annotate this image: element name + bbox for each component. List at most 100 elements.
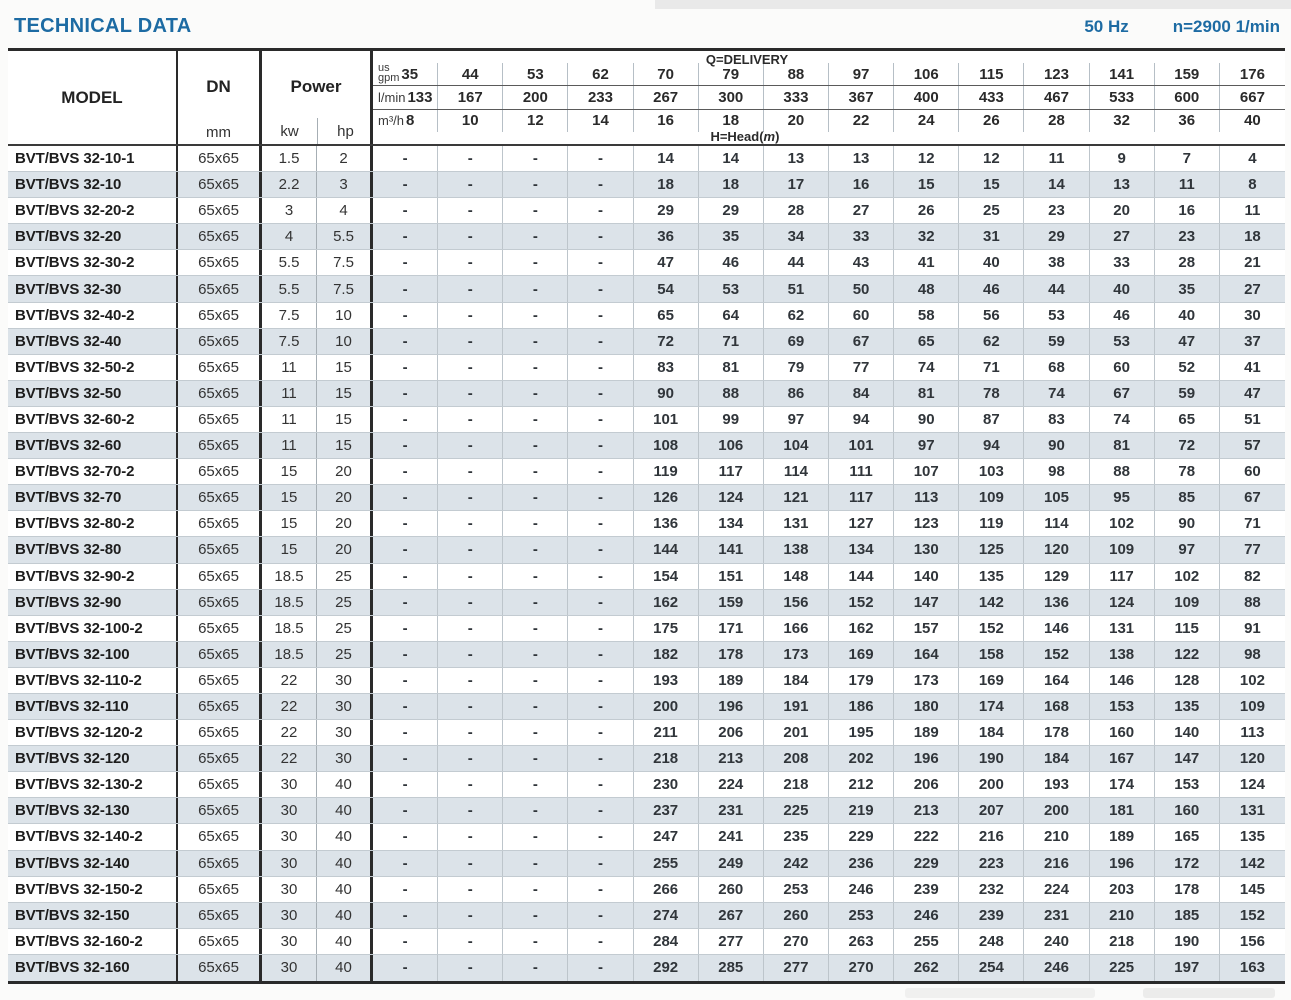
head-value-cell: 14 — [699, 146, 764, 172]
dn-cell: 65x65 — [178, 380, 262, 406]
head-value-cell: - — [503, 224, 569, 250]
dn-cell: 65x65 — [178, 459, 262, 485]
dn-cell: 65x65 — [178, 772, 262, 798]
delivery-header-value: 36 — [1155, 109, 1220, 132]
head-value-cell: - — [503, 146, 569, 172]
kw-cell: 22 — [262, 746, 317, 772]
head-value-cell: 180 — [894, 693, 960, 720]
head-value-cell: 141 — [699, 537, 764, 563]
head-value-cell: 20 — [1090, 198, 1155, 224]
table-row: BVT/BVS 32-10-1 65x65 1.5 2 - - - -14 14 13 13… — [8, 146, 1285, 173]
head-value-cell: - — [373, 589, 439, 615]
head-value-cell: - — [568, 406, 634, 433]
frequency-label: 50 Hz — [1084, 17, 1129, 36]
table-row: BVT/BVS 32-30 65x65 5.5 7.5 - - - -54 53 51 50… — [8, 276, 1285, 303]
head-value-cell: 29 — [634, 198, 699, 224]
m3h-unit-label: m³/h — [378, 113, 404, 129]
head-value-cell: 140 — [1155, 720, 1220, 746]
kw-unit-label: kw — [280, 122, 299, 140]
head-value-cell: 98 — [1024, 459, 1090, 485]
head-value-cell: 160 — [1090, 720, 1155, 746]
head-value-cell: 65 — [634, 302, 699, 328]
head-value-cell: - — [503, 511, 569, 537]
head-value-cell: 113 — [1240, 724, 1265, 742]
hp-cell: 40 — [317, 824, 373, 850]
head-value-cell: - — [438, 198, 504, 224]
us-text: us — [378, 62, 390, 75]
kw-cell: 22 — [262, 720, 317, 746]
head-value-cell: - — [568, 641, 634, 667]
head-value-cell: 262 — [894, 954, 960, 981]
head-value-cell: 169 — [829, 641, 895, 667]
head-value-cell: 210 — [1090, 902, 1155, 928]
head-value-cell: 34 — [764, 224, 829, 250]
head-value-cell: 171 — [699, 615, 764, 641]
head-value-cell: - — [503, 615, 569, 641]
head-value-cell: 29 — [1024, 224, 1090, 250]
head-value-cell: 145 — [1239, 880, 1265, 898]
head-value-cell: 138 — [764, 537, 829, 563]
head-value-cell: 126 — [634, 485, 699, 511]
head-value-cell: 152 — [959, 615, 1025, 641]
kw-cell: 18.5 — [262, 615, 317, 641]
head-value-cell: - — [568, 459, 634, 485]
head-value-cell: 122 — [1155, 641, 1220, 667]
head-value-cell: - — [373, 433, 439, 459]
head-value-cell: 117 — [699, 459, 764, 485]
head-value-cell: 36 — [634, 224, 699, 250]
kw-cell: 4 — [262, 224, 317, 250]
head-value-cell: - — [438, 459, 504, 485]
head-value-cell: - — [503, 641, 569, 667]
head-value-cell: 52 — [1155, 354, 1220, 380]
kw-cell: 11 — [262, 380, 317, 406]
head-value-cell: 235 — [764, 824, 829, 850]
head-value-cell: 51 — [764, 276, 829, 302]
model-cell: BVT/BVS 32-10-1 — [8, 146, 178, 172]
model-cell: BVT/BVS 32-150 — [8, 902, 178, 928]
head-value-cell: 102 — [1239, 671, 1265, 689]
kw-cell: 30 — [262, 902, 317, 928]
hp-cell: 40 — [317, 772, 373, 798]
speed-label: n=2900 1/min — [1172, 17, 1280, 36]
dn-cell: 65x65 — [178, 276, 262, 302]
kw-cell: 30 — [262, 954, 317, 981]
head-value-cell: 58 — [894, 302, 960, 328]
model-cell: BVT/BVS 32-90 — [8, 589, 178, 615]
head-value-cell: - — [373, 485, 439, 511]
head-value-cell: 134 — [829, 537, 895, 563]
head-value-cell: - — [503, 302, 569, 328]
head-value-cell: 117 — [1090, 563, 1155, 589]
head-value-cell: - — [373, 928, 439, 954]
kw-cell: 1.5 — [262, 146, 317, 172]
model-cell: BVT/BVS 32-100-2 — [8, 615, 178, 641]
delivery-header-value: 106 — [894, 63, 960, 86]
hp-cell: 3 — [317, 172, 373, 198]
head-value-cell: 182 — [634, 641, 699, 667]
head-value-cell: - — [438, 328, 504, 354]
kw-cell: 30 — [262, 824, 317, 850]
head-value-cell: 57 — [1244, 437, 1261, 455]
head-value-cell: 27 — [1090, 224, 1155, 250]
table-row: BVT/BVS 32-140 65x65 30 40 - - - -255 249 242… — [8, 850, 1285, 877]
head-value-cell: - — [438, 641, 504, 667]
table-row: BVT/BVS 32-80 65x65 15 20 - - - -144 141 138 1… — [8, 537, 1285, 564]
head-value-cell: 178 — [1024, 720, 1090, 746]
head-value-cell: 213 — [699, 746, 764, 772]
head-value-cell: 74 — [894, 354, 960, 380]
head-value-cell: - — [373, 746, 439, 772]
head-title: H=Head(m) — [710, 129, 779, 144]
head-value-cell: 90 — [634, 380, 699, 406]
technical-data-table: MODEL DN mm Power kw hp Q=DELIVERY us gp… — [8, 48, 1285, 984]
head-value-cell: 246 — [894, 902, 960, 928]
head-value-cell: - — [438, 798, 504, 824]
head-value-cell: 167 — [1090, 746, 1155, 772]
head-value-cell: 138 — [1090, 641, 1155, 667]
head-value-cell: 44 — [1024, 276, 1090, 302]
head-value-cell: - — [568, 250, 634, 276]
model-cell: BVT/BVS 32-130 — [8, 798, 178, 824]
delivery-title: Q=DELIVERY — [705, 52, 789, 67]
head-value-cell: 219 — [829, 798, 895, 824]
head-value-cell: 12 — [894, 146, 960, 172]
head-value-cell: 94 — [829, 406, 895, 433]
head-value-cell: - — [438, 537, 504, 563]
